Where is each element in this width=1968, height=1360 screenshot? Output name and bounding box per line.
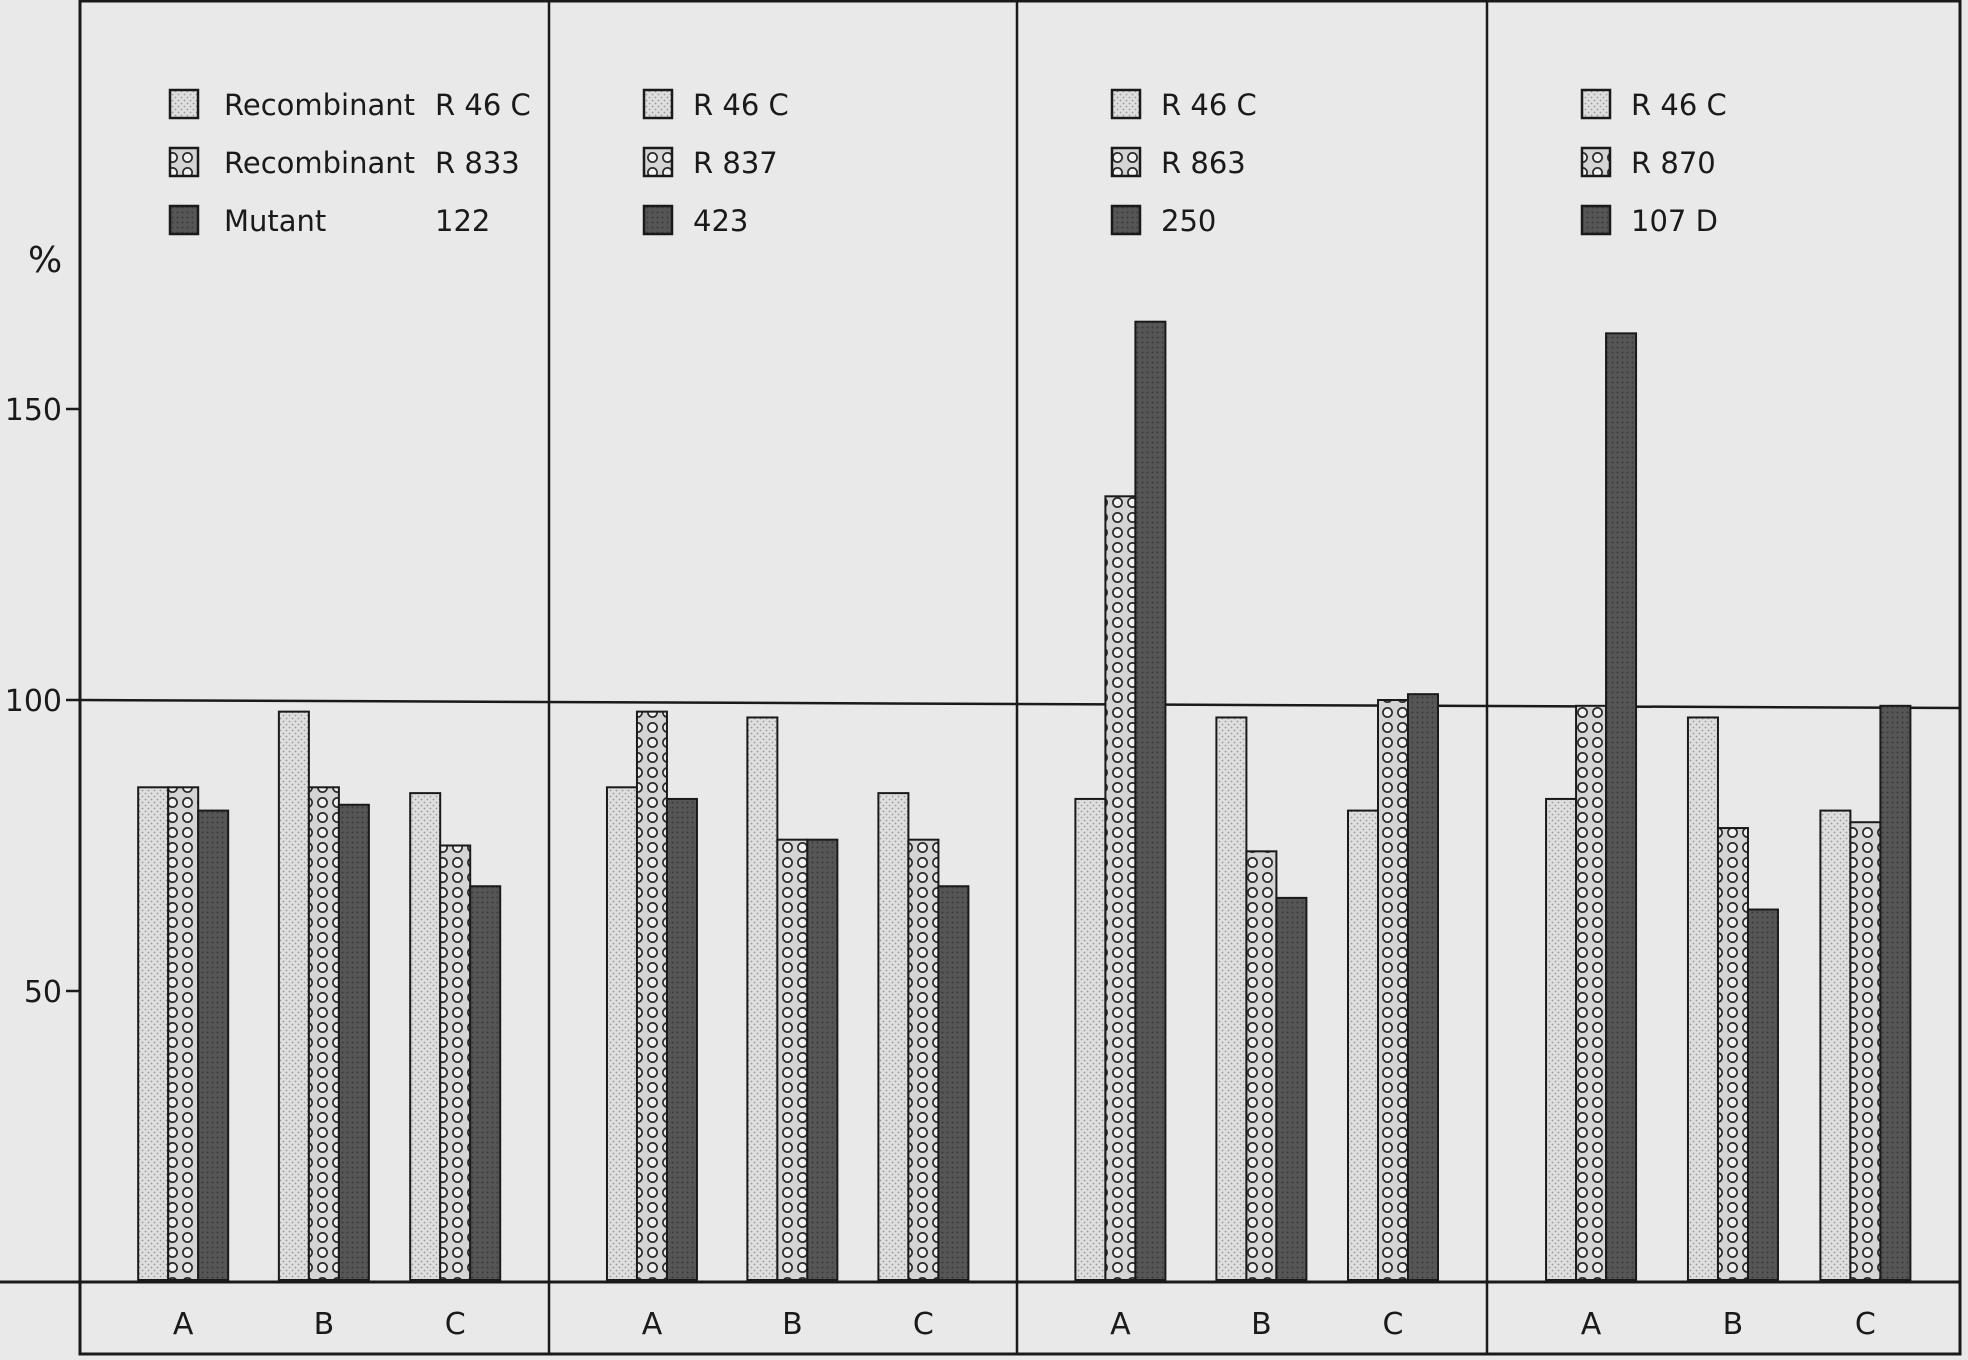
bar (167, 786, 200, 1281)
legend-prefix: Recombinant (224, 146, 415, 180)
x-tick-label: B (1251, 1307, 1272, 1342)
legend-swatch (1580, 88, 1612, 120)
bar (1215, 716, 1248, 1281)
legend-label: R 46 C (435, 88, 531, 122)
bar (337, 803, 370, 1281)
bar (1545, 797, 1578, 1281)
bar (635, 710, 668, 1281)
x-tick-label: C (1383, 1307, 1404, 1342)
legend-swatch (642, 146, 674, 178)
legend-swatch (1110, 146, 1142, 178)
bar (907, 838, 940, 1281)
bar (1407, 693, 1439, 1281)
x-tick-label: A (1110, 1307, 1131, 1342)
y-tick-label: 150 (5, 393, 62, 428)
bar (1104, 495, 1137, 1281)
y-axis-label: % (28, 240, 62, 281)
legend-label: R 863 (1161, 146, 1246, 180)
bar (746, 716, 779, 1281)
bar (469, 885, 502, 1281)
bar (1879, 704, 1912, 1281)
bar (665, 797, 698, 1281)
legend-prefix: Mutant (224, 204, 326, 238)
bar (1819, 809, 1852, 1282)
bar (806, 838, 839, 1281)
bar (1347, 809, 1379, 1282)
legend-swatch (642, 204, 674, 236)
legend-label: 107 D (1631, 204, 1718, 238)
x-tick-label: B (1723, 1307, 1744, 1342)
x-tick-label: B (782, 1307, 803, 1342)
bar (1746, 908, 1779, 1282)
x-tick-label: A (642, 1307, 663, 1342)
legend-label: 250 (1161, 204, 1216, 238)
x-tick-label: A (1581, 1307, 1602, 1342)
legend-swatch (168, 88, 200, 120)
bar (1849, 821, 1882, 1281)
legend-prefix: Recombinant (224, 88, 415, 122)
y-tick-label: 50 (24, 975, 62, 1010)
legend-swatch (1580, 146, 1612, 178)
legend-label: R 46 C (1161, 88, 1257, 122)
bar (1245, 850, 1278, 1281)
bar (1575, 704, 1608, 1281)
legend-label: R 837 (693, 146, 778, 180)
bar (1605, 332, 1638, 1281)
bar (1074, 797, 1107, 1281)
bar (937, 885, 970, 1281)
x-tick-label: C (1855, 1307, 1876, 1342)
legend-label: 423 (693, 204, 748, 238)
bar (1377, 699, 1409, 1281)
legend-swatch (642, 88, 674, 120)
legend-label: R 870 (1631, 146, 1716, 180)
bar (1275, 896, 1308, 1281)
legend-label: R 46 C (693, 88, 789, 122)
legend-label: R 46 C (1631, 88, 1727, 122)
y-tick-label: 100 (5, 684, 62, 719)
legend-swatch (168, 146, 200, 178)
legend-label: R 833 (435, 146, 520, 180)
bar (877, 792, 910, 1281)
bar (439, 844, 472, 1281)
plot-frame (78, 0, 1962, 1356)
bar (605, 786, 638, 1281)
x-tick-label: A (173, 1307, 194, 1342)
bar (137, 786, 170, 1281)
bar (197, 809, 230, 1282)
legend-swatch (1110, 204, 1142, 236)
bar (776, 838, 809, 1281)
bar (277, 710, 310, 1281)
bar (307, 786, 340, 1281)
legend-swatch (1580, 204, 1612, 236)
legend-swatch (168, 204, 200, 236)
x-tick-label: B (314, 1307, 335, 1342)
bar (1686, 716, 1719, 1281)
x-tick-label: C (913, 1307, 934, 1342)
x-tick-label: C (445, 1307, 466, 1342)
reference-line-100 (79, 698, 1961, 710)
bar (409, 792, 442, 1281)
legend-swatch (1110, 88, 1142, 120)
legend-label: 122 (435, 204, 490, 238)
bar (1134, 320, 1167, 1281)
bar (1716, 827, 1749, 1281)
